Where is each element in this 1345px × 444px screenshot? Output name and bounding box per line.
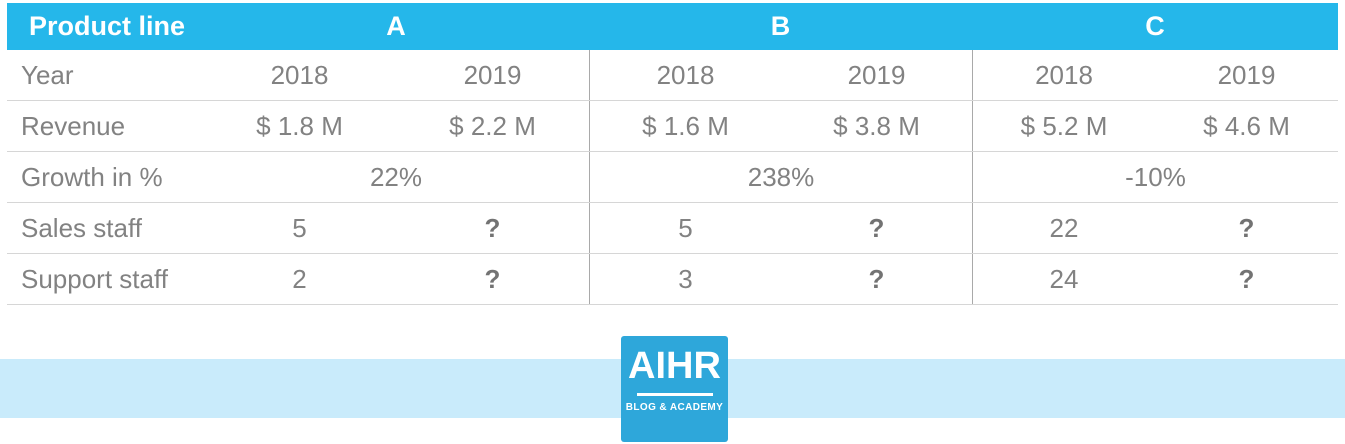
cell-revenue-b-2018: $ 1.6 M xyxy=(589,101,781,151)
cell-support-a-2018: 2 xyxy=(292,263,307,294)
header-group-c: C xyxy=(1145,11,1165,41)
row-label-growth: Growth in % xyxy=(21,161,163,192)
aihr-logo-tagline: BLOG & ACADEMY xyxy=(625,401,724,413)
aihr-logo-divider xyxy=(636,392,713,396)
cell-year-c-2019: 2019 xyxy=(1217,59,1276,90)
table-header-row: Product line A B C xyxy=(7,3,1338,50)
row-label-support-staff: Support staff xyxy=(21,263,168,294)
aihr-logo-title: AIHR xyxy=(628,345,721,387)
cell-revenue-a-2018: $ 1.8 M xyxy=(256,110,343,141)
table-row-sales-staff: Sales staff 5 ? 5 ? 22 ? xyxy=(7,203,1338,254)
cell-revenue-a-2019: $ 2.2 M xyxy=(449,110,536,141)
aihr-logo: AIHR BLOG & ACADEMY xyxy=(621,336,728,442)
cell-year-a-2019: 2019 xyxy=(463,59,522,90)
table-row-growth: Growth in % 22% 238% -10% xyxy=(7,152,1338,203)
table-row-revenue: Revenue $ 1.8 M $ 2.2 M $ 1.6 M $ 3.8 M … xyxy=(7,101,1338,152)
table-row-year: Year 2018 2019 2018 2019 2018 2019 xyxy=(7,50,1338,101)
cell-revenue-c-2018: $ 5.2 M xyxy=(972,101,1155,151)
product-line-table: Product line A B C Year 2018 2019 2018 2… xyxy=(7,3,1338,305)
table-row-support-staff: Support staff 2 ? 3 ? 24 ? xyxy=(7,254,1338,305)
cell-year-b-2018: 2018 xyxy=(589,50,781,100)
cell-support-b-2018: 3 xyxy=(589,254,781,304)
cell-support-b-2019-unknown: ? xyxy=(868,263,885,294)
cell-revenue-b-2019: $ 3.8 M xyxy=(833,110,920,141)
row-label-year: Year xyxy=(21,59,74,90)
cell-sales-c-2019-unknown: ? xyxy=(1238,212,1255,243)
cell-support-c-2018: 24 xyxy=(972,254,1155,304)
cell-growth-b: 238% xyxy=(589,152,972,202)
cell-support-c-2019-unknown: ? xyxy=(1238,263,1255,294)
cell-sales-b-2018: 5 xyxy=(589,203,781,253)
row-label-sales-staff: Sales staff xyxy=(21,212,142,243)
header-group-b: B xyxy=(770,11,791,41)
cell-sales-a-2018: 5 xyxy=(292,212,307,243)
cell-year-c-2018: 2018 xyxy=(972,50,1155,100)
cell-sales-b-2019-unknown: ? xyxy=(868,212,885,243)
cell-year-a-2018: 2018 xyxy=(270,59,329,90)
cell-sales-a-2019-unknown: ? xyxy=(484,212,501,243)
cell-growth-a: 22% xyxy=(369,161,423,192)
cell-revenue-c-2019: $ 4.6 M xyxy=(1203,110,1290,141)
cell-growth-c: -10% xyxy=(972,152,1338,202)
header-product-line: Product line xyxy=(29,11,186,41)
cell-year-b-2019: 2019 xyxy=(847,59,906,90)
header-group-a: A xyxy=(386,11,406,41)
cell-sales-c-2018: 22 xyxy=(972,203,1155,253)
row-label-revenue: Revenue xyxy=(21,110,126,141)
cell-support-a-2019-unknown: ? xyxy=(484,263,501,294)
